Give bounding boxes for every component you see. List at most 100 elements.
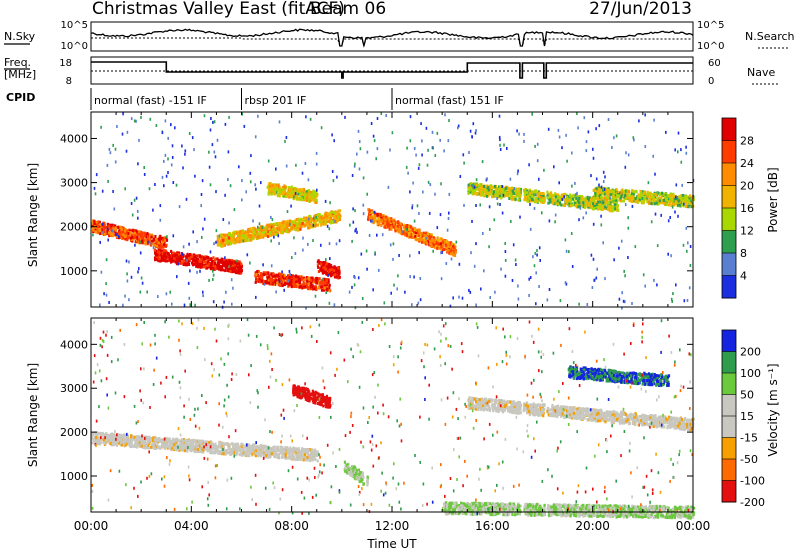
data-cell [579,204,582,208]
data-cell [187,263,191,266]
data-cell [502,192,505,196]
data-cell [325,258,327,262]
data-cell [574,203,577,207]
data-cell [580,201,583,205]
freq-series [91,61,693,79]
data-cell [204,261,207,265]
data-cell [358,140,361,144]
data-cell [204,257,207,261]
data-cell [213,150,216,154]
data-cell [640,192,643,195]
data-cell [171,302,173,306]
data-cell [485,186,489,190]
data-cell [370,122,373,125]
data-cell [426,238,429,242]
data-cell [479,184,482,188]
data-cell [240,234,243,237]
data-cell [312,222,316,226]
data-cell [509,177,512,181]
data-cell [258,222,261,226]
data-cell [166,254,169,258]
data-cell [447,139,450,143]
data-cell [143,238,146,242]
data-cell [612,189,615,193]
data-cell [297,192,300,196]
data-cell [131,235,134,239]
data-cell [186,258,188,262]
data-cell [435,239,438,243]
data-cell [494,190,497,194]
data-cell [591,286,594,289]
data-cell [492,185,495,189]
data-cell [161,252,164,256]
data-cell [209,183,212,187]
data-cell [296,282,299,286]
data-cell [275,226,278,230]
data-cell [182,166,184,170]
data-cell [214,262,217,265]
data-cell [577,126,579,130]
data-cell [272,189,275,193]
data-cell [210,261,213,265]
data-cell [228,221,230,225]
data-cell [418,212,420,215]
data-cell [107,179,109,183]
data-cell [321,285,324,289]
data-cell [434,242,437,246]
data-cell [429,242,432,246]
data-cell [681,193,684,197]
data-cell [660,194,664,198]
data-cell [677,214,679,218]
data-cell [249,236,252,240]
data-cell [254,227,257,231]
data-cell [215,240,217,244]
data-cell [96,220,99,224]
data-cell [326,271,329,275]
nsky-tick-top: 10^5 [61,20,88,31]
data-cell [501,185,503,188]
data-cell [317,286,320,290]
data-cell [325,269,328,273]
data-cell [670,203,673,207]
data-cell [587,205,590,209]
data-cell [530,190,534,194]
data-cell [432,249,434,253]
data-cell [497,187,501,191]
data-cell [602,197,605,201]
data-cell [159,240,162,244]
data-cell [125,231,128,234]
data-cell [337,215,340,219]
data-cell [634,196,637,200]
data-cell [430,239,433,243]
data-cell [316,260,319,264]
data-cell [588,206,591,210]
data-cell [112,225,115,229]
data-cell [665,202,668,206]
data-cell [516,172,519,176]
data-cell [327,216,330,220]
data-cell [588,204,591,208]
data-cell [581,197,584,201]
data-cell [583,116,586,120]
data-cell [492,195,495,198]
data-cell [372,221,375,225]
data-cell [680,196,683,200]
data-cell [102,231,104,234]
data-cell [291,256,293,260]
data-cell [541,199,544,203]
data-cell [565,282,568,286]
data-cell [122,303,124,307]
data-cell [557,128,560,132]
data-cell [632,197,635,201]
data-cell [486,177,488,181]
data-cell [187,254,190,258]
data-cell [238,165,240,169]
data-cell [212,267,215,271]
data-cell [480,287,482,291]
data-cell [200,264,203,268]
data-cell [329,213,332,217]
data-cell [447,217,450,220]
data-cell [366,267,368,271]
data-cell [111,234,114,238]
data-cell [230,242,233,246]
